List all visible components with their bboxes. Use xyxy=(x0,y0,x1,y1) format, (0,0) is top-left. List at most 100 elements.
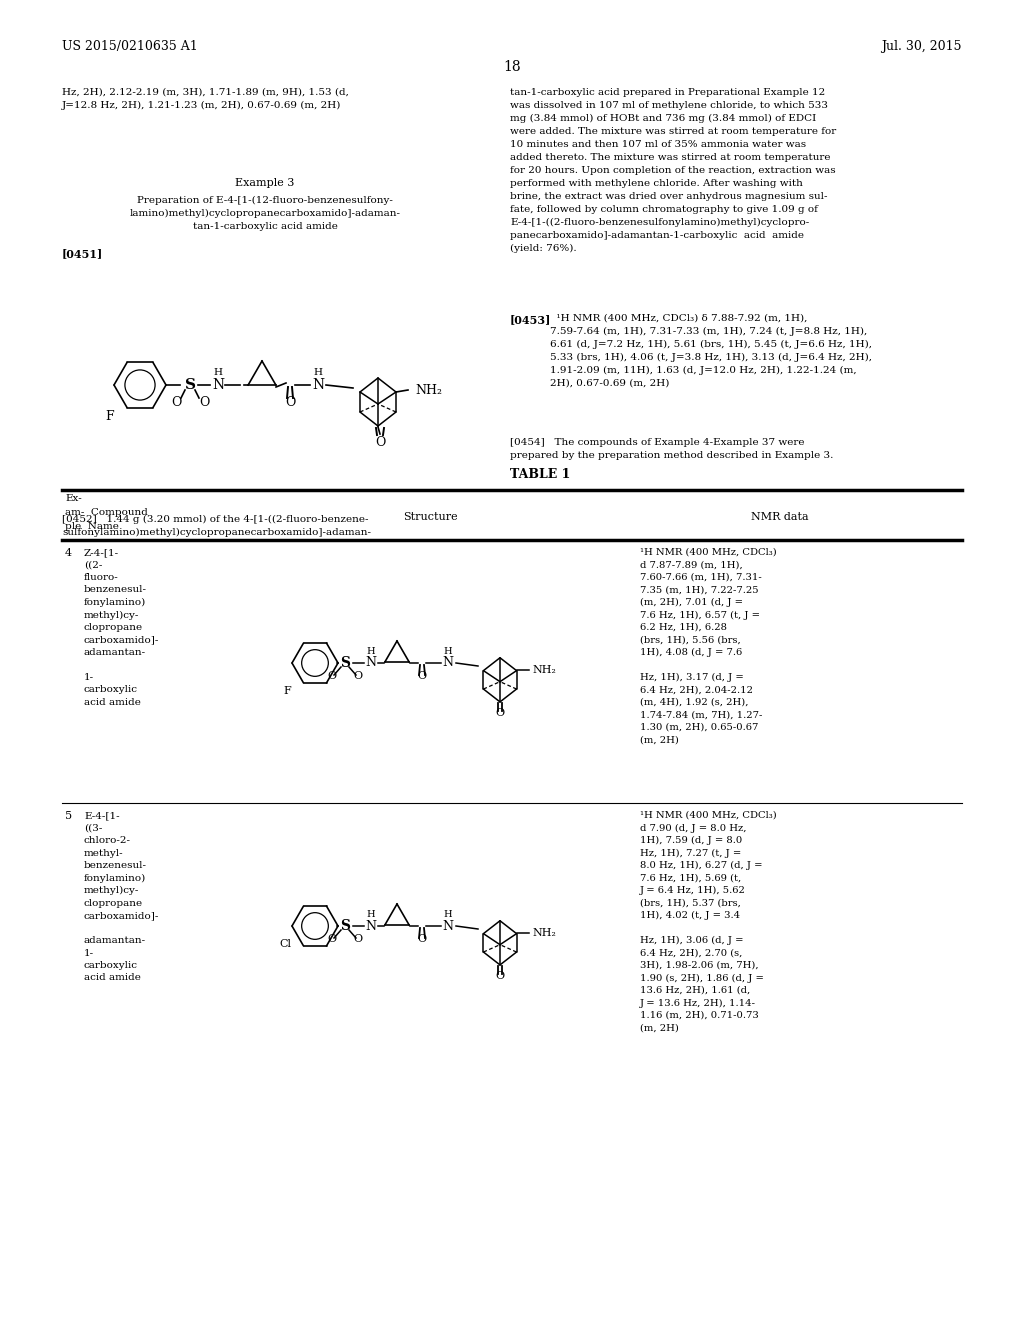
Text: carboxamido]-: carboxamido]- xyxy=(84,911,160,920)
Text: 1.90 (s, 2H), 1.86 (d, J =: 1.90 (s, 2H), 1.86 (d, J = xyxy=(640,974,764,982)
Text: (brs, 1H), 5.56 (brs,: (brs, 1H), 5.56 (brs, xyxy=(640,635,740,644)
Text: S: S xyxy=(184,378,196,392)
Text: mg (3.84 mmol) of HOBt and 736 mg (3.84 mmol) of EDCI: mg (3.84 mmol) of HOBt and 736 mg (3.84 … xyxy=(510,114,816,123)
Text: F: F xyxy=(105,411,115,424)
Text: (m, 2H): (m, 2H) xyxy=(640,1023,679,1032)
Text: S: S xyxy=(340,656,350,671)
Text: tan-1-carboxylic acid amide: tan-1-carboxylic acid amide xyxy=(193,222,338,231)
Text: Hz, 1H), 7.27 (t, J =: Hz, 1H), 7.27 (t, J = xyxy=(640,849,741,858)
Text: O: O xyxy=(285,396,295,409)
Text: 1-: 1- xyxy=(84,673,94,682)
Text: N: N xyxy=(442,656,454,669)
Text: was dissolved in 107 ml of methylene chloride, to which 533: was dissolved in 107 ml of methylene chl… xyxy=(510,102,828,110)
Text: (brs, 1H), 5.37 (brs,: (brs, 1H), 5.37 (brs, xyxy=(640,899,741,908)
Text: H: H xyxy=(443,909,453,919)
Text: O: O xyxy=(199,396,209,409)
Text: tan-1-carboxylic acid prepared in Preparational Example 12: tan-1-carboxylic acid prepared in Prepar… xyxy=(510,88,825,96)
Text: O: O xyxy=(418,935,427,944)
Text: O: O xyxy=(375,436,385,449)
Text: O: O xyxy=(418,671,427,681)
Text: 1.91-2.09 (m, 11H), 1.63 (d, J=12.0 Hz, 2H), 1.22-1.24 (m,: 1.91-2.09 (m, 11H), 1.63 (d, J=12.0 Hz, … xyxy=(550,366,857,375)
Text: [0452]   1.44 g (3.20 mmol) of the 4-[1-((2-fluoro-benzene-: [0452] 1.44 g (3.20 mmol) of the 4-[1-((… xyxy=(62,515,369,524)
Text: benzenesul-: benzenesul- xyxy=(84,586,147,594)
Text: prepared by the preparation method described in Example 3.: prepared by the preparation method descr… xyxy=(510,451,834,459)
Text: N: N xyxy=(212,378,224,392)
Text: Ex-: Ex- xyxy=(65,494,82,503)
Text: H: H xyxy=(313,368,323,378)
Text: 1.30 (m, 2H), 0.65-0.67: 1.30 (m, 2H), 0.65-0.67 xyxy=(640,723,759,733)
Text: J=12.8 Hz, 2H), 1.21-1.23 (m, 2H), 0.67-0.69 (m, 2H): J=12.8 Hz, 2H), 1.21-1.23 (m, 2H), 0.67-… xyxy=(62,102,341,110)
Text: methyl-: methyl- xyxy=(84,849,124,858)
Text: Structure: Structure xyxy=(402,512,458,521)
Text: chloro-2-: chloro-2- xyxy=(84,836,131,845)
Text: E-4-[1-((2-fluoro-benzenesulfonylamino)methyl)cyclopro-: E-4-[1-((2-fluoro-benzenesulfonylamino)m… xyxy=(510,218,809,227)
Text: 7.59-7.64 (m, 1H), 7.31-7.33 (m, 1H), 7.24 (t, J=8.8 Hz, 1H),: 7.59-7.64 (m, 1H), 7.31-7.33 (m, 1H), 7.… xyxy=(550,327,867,337)
Text: 6.4 Hz, 2H), 2.04-2.12: 6.4 Hz, 2H), 2.04-2.12 xyxy=(640,685,753,694)
Text: (m, 2H), 7.01 (d, J =: (m, 2H), 7.01 (d, J = xyxy=(640,598,743,607)
Text: for 20 hours. Upon completion of the reaction, extraction was: for 20 hours. Upon completion of the rea… xyxy=(510,166,836,176)
Text: 3H), 1.98-2.06 (m, 7H),: 3H), 1.98-2.06 (m, 7H), xyxy=(640,961,759,970)
Text: ple  Name: ple Name xyxy=(65,521,119,531)
Text: H: H xyxy=(367,909,376,919)
Text: H: H xyxy=(213,368,222,378)
Text: ((2-: ((2- xyxy=(84,561,102,569)
Text: O: O xyxy=(328,935,337,944)
Text: NH₂: NH₂ xyxy=(415,384,442,396)
Text: fonylamino): fonylamino) xyxy=(84,598,146,607)
Text: fonylamino): fonylamino) xyxy=(84,874,146,883)
Text: 7.6 Hz, 1H), 6.57 (t, J =: 7.6 Hz, 1H), 6.57 (t, J = xyxy=(640,610,760,619)
Text: NMR data: NMR data xyxy=(752,512,809,521)
Text: Jul. 30, 2015: Jul. 30, 2015 xyxy=(882,40,962,53)
Text: 1-: 1- xyxy=(84,949,94,957)
Text: 6.2 Hz, 1H), 6.28: 6.2 Hz, 1H), 6.28 xyxy=(640,623,727,632)
Text: clopropane: clopropane xyxy=(84,899,143,908)
Text: clopropane: clopropane xyxy=(84,623,143,632)
Text: (yield: 76%).: (yield: 76%). xyxy=(510,244,577,253)
Text: am-  Compound: am- Compound xyxy=(65,508,147,517)
Text: O: O xyxy=(353,935,362,944)
Text: 18: 18 xyxy=(503,59,521,74)
Text: carboxylic: carboxylic xyxy=(84,961,138,970)
Text: brine, the extract was dried over anhydrous magnesium sul-: brine, the extract was dried over anhydr… xyxy=(510,191,827,201)
Text: O: O xyxy=(171,396,181,409)
Text: 6.4 Hz, 2H), 2.70 (s,: 6.4 Hz, 2H), 2.70 (s, xyxy=(640,949,742,957)
Text: NH₂: NH₂ xyxy=(532,665,556,675)
Text: [0451]: [0451] xyxy=(62,248,103,259)
Text: TABLE 1: TABLE 1 xyxy=(510,469,570,480)
Text: S: S xyxy=(340,919,350,933)
Text: panecarboxamido]-adamantan-1-carboxylic  acid  amide: panecarboxamido]-adamantan-1-carboxylic … xyxy=(510,231,804,240)
Text: d 7.87-7.89 (m, 1H),: d 7.87-7.89 (m, 1H), xyxy=(640,561,742,569)
Text: performed with methylene chloride. After washing with: performed with methylene chloride. After… xyxy=(510,180,803,187)
Text: acid amide: acid amide xyxy=(84,698,141,708)
Text: methyl)cy-: methyl)cy- xyxy=(84,610,139,619)
Text: F: F xyxy=(283,686,291,696)
Text: H: H xyxy=(443,647,453,656)
Text: d 7.90 (d, J = 8.0 Hz,: d 7.90 (d, J = 8.0 Hz, xyxy=(640,824,746,833)
Text: ((3-: ((3- xyxy=(84,824,102,833)
Text: US 2015/0210635 A1: US 2015/0210635 A1 xyxy=(62,40,198,53)
Text: 5: 5 xyxy=(65,810,72,821)
Text: were added. The mixture was stirred at room temperature for: were added. The mixture was stirred at r… xyxy=(510,127,837,136)
Text: adamantan-: adamantan- xyxy=(84,936,146,945)
Text: N: N xyxy=(312,378,324,392)
Text: 13.6 Hz, 2H), 1.61 (d,: 13.6 Hz, 2H), 1.61 (d, xyxy=(640,986,751,995)
Text: carboxamido]-: carboxamido]- xyxy=(84,635,160,644)
Text: H: H xyxy=(367,647,376,656)
Text: 1.16 (m, 2H), 0.71-0.73: 1.16 (m, 2H), 0.71-0.73 xyxy=(640,1011,759,1020)
Text: O: O xyxy=(496,972,505,981)
Text: benzenesul-: benzenesul- xyxy=(84,861,147,870)
Text: ¹H NMR (400 MHz, CDCl₃): ¹H NMR (400 MHz, CDCl₃) xyxy=(640,810,777,820)
Text: acid amide: acid amide xyxy=(84,974,141,982)
Text: O: O xyxy=(496,708,505,718)
Text: Hz, 1H), 3.17 (d, J =: Hz, 1H), 3.17 (d, J = xyxy=(640,673,743,682)
Text: N: N xyxy=(366,920,377,932)
Text: O: O xyxy=(328,671,337,681)
Text: sulfonylamino)methyl)cyclopropanecarboxamido]-adaman-: sulfonylamino)methyl)cyclopropanecarboxa… xyxy=(62,528,371,537)
Text: Hz, 1H), 3.06 (d, J =: Hz, 1H), 3.06 (d, J = xyxy=(640,936,743,945)
Text: Cl: Cl xyxy=(279,939,291,949)
Text: 8.0 Hz, 1H), 6.27 (d, J =: 8.0 Hz, 1H), 6.27 (d, J = xyxy=(640,861,763,870)
Text: Hz, 2H), 2.12-2.19 (m, 3H), 1.71-1.89 (m, 9H), 1.53 (d,: Hz, 2H), 2.12-2.19 (m, 3H), 1.71-1.89 (m… xyxy=(62,88,349,96)
Text: J = 6.4 Hz, 1H), 5.62: J = 6.4 Hz, 1H), 5.62 xyxy=(640,886,745,895)
Text: N: N xyxy=(442,920,454,932)
Text: Preparation of E-4-[1-(12-fluoro-benzenesulfony-: Preparation of E-4-[1-(12-fluoro-benzene… xyxy=(137,195,393,205)
